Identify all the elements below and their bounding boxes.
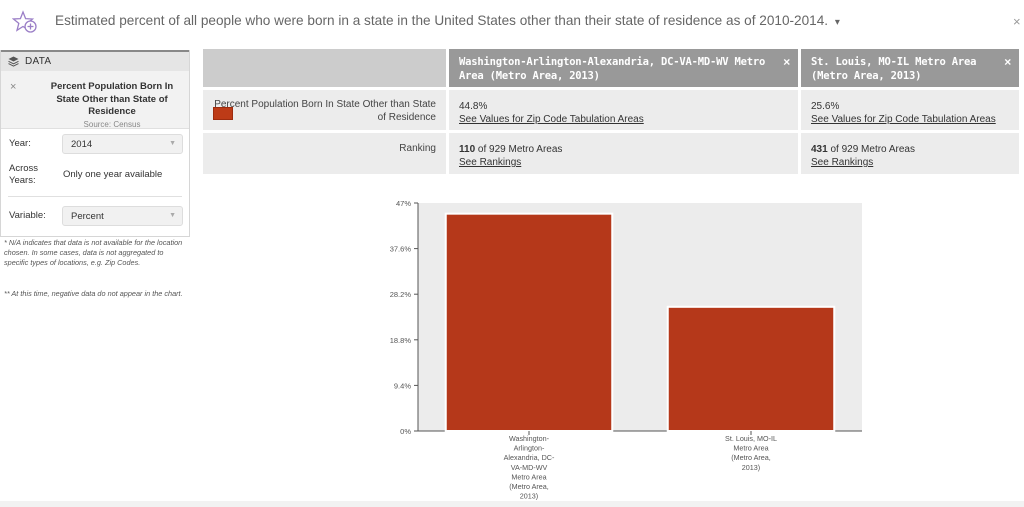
indicator-value: 44.8% xyxy=(459,101,488,112)
row-label: Percent Population Born In State Other t… xyxy=(214,99,436,123)
row-label: Ranking xyxy=(399,143,436,154)
rank-total: of 929 Metro Areas xyxy=(830,144,915,155)
bar[interactable] xyxy=(666,305,836,433)
column-header-location: St. Louis, MO-IL Metro Area (Metro Area,… xyxy=(801,49,1019,87)
plot-area xyxy=(418,203,862,431)
data-panel-title: DATA xyxy=(25,56,52,67)
x-tick-label: St. Louis, MO-IL Metro Area (Metro Area, 20… xyxy=(725,434,777,472)
x-tick-label: Washington-Arlington-Alexandria, DC-VA-M… xyxy=(504,434,555,501)
year-select-value: 2014 xyxy=(71,139,93,150)
column-header-label: St. Louis, MO-IL Metro Area (Metro Area,… xyxy=(811,56,977,82)
indicator-card: × Percent Population Born In State Other… xyxy=(1,71,189,129)
remove-indicator-icon[interactable]: × xyxy=(10,81,17,93)
data-panel-header[interactable]: DATA xyxy=(1,50,189,71)
divider xyxy=(8,196,182,197)
bar[interactable] xyxy=(444,212,614,432)
remove-location-icon[interactable]: × xyxy=(1004,55,1011,69)
rank-total: of 929 Metro Areas xyxy=(477,144,563,155)
across-years-label: Across Years: xyxy=(9,163,39,186)
column-header-location: Washington-Arlington-Alexandria, DC-VA-M… xyxy=(449,49,798,87)
indicator-title[interactable]: Estimated percent of all people who were… xyxy=(55,13,840,28)
horizontal-scrollbar[interactable] xyxy=(0,501,1024,507)
y-tick-label: 37.6% xyxy=(390,245,412,254)
rank-value: 431 xyxy=(811,144,828,155)
table-cell: 110 of 929 Metro Areas See Rankings xyxy=(449,133,798,174)
remove-location-icon[interactable]: × xyxy=(783,55,790,69)
year-label: Year: xyxy=(9,138,31,149)
zip-values-link[interactable]: See Values for Zip Code Tabulation Areas xyxy=(811,114,996,125)
y-tick-label: 28.2% xyxy=(390,290,412,299)
rank-value: 110 xyxy=(459,144,476,155)
indicator-value: 25.6% xyxy=(811,101,840,112)
y-tick-label: 47% xyxy=(396,199,411,208)
layers-icon xyxy=(8,56,19,67)
see-rankings-link[interactable]: See Rankings xyxy=(459,157,522,168)
variable-select[interactable]: Percent ▼ xyxy=(62,206,183,226)
y-tick-label: 9.4% xyxy=(394,381,411,390)
footnote-na: * N/A indicates that data is not availab… xyxy=(4,238,183,267)
cell-value-group: 431 of 929 Metro Areas See Rankings xyxy=(811,143,915,169)
zip-values-link[interactable]: See Values for Zip Code Tabulation Areas xyxy=(459,114,644,125)
see-rankings-link[interactable]: See Rankings xyxy=(811,157,874,168)
year-select[interactable]: 2014 ▼ xyxy=(62,134,183,154)
y-tick-label: 0% xyxy=(400,427,411,436)
cell-value-group: 25.6% See Values for Zip Code Tabulation… xyxy=(811,100,996,126)
variable-label: Variable: xyxy=(9,210,46,221)
close-icon[interactable]: × xyxy=(1013,14,1021,29)
table-cell: 25.6% See Values for Zip Code Tabulation… xyxy=(801,90,1019,130)
indicator-name: Percent Population Born In State Other t… xyxy=(41,81,183,131)
row-label-cell: Ranking xyxy=(203,133,446,174)
indicator-name-text: Percent Population Born In State Other t… xyxy=(50,81,174,117)
cell-value-group: 44.8% See Values for Zip Code Tabulation… xyxy=(459,100,644,126)
legend-swatch xyxy=(213,107,233,120)
header-bar: Estimated percent of all people who were… xyxy=(0,0,1024,45)
indicator-source: Source: Census xyxy=(83,119,141,129)
indicator-title-text: Estimated percent of all people who were… xyxy=(55,13,829,28)
across-years-value: Only one year available xyxy=(63,169,163,180)
chevron-down-icon[interactable]: ▾ xyxy=(834,17,840,28)
row-label-cell: Percent Population Born In State Other t… xyxy=(203,90,446,130)
variable-select-value: Percent xyxy=(71,211,104,222)
add-favorite-star-icon[interactable] xyxy=(12,10,38,36)
footnote-negative: ** At this time, negative data do not ap… xyxy=(4,289,183,298)
cell-value-group: 110 of 929 Metro Areas See Rankings xyxy=(459,143,562,169)
table-header-blank xyxy=(203,49,446,87)
chevron-down-icon: ▼ xyxy=(169,140,176,147)
column-header-label: Washington-Arlington-Alexandria, DC-VA-M… xyxy=(459,56,766,82)
y-tick-label: 18.8% xyxy=(390,336,412,345)
data-panel: DATA × Percent Population Born In State … xyxy=(0,50,190,237)
table-cell: 431 of 929 Metro Areas See Rankings xyxy=(801,133,1019,174)
table-cell: 44.8% See Values for Zip Code Tabulation… xyxy=(449,90,798,130)
chevron-down-icon: ▼ xyxy=(169,212,176,219)
